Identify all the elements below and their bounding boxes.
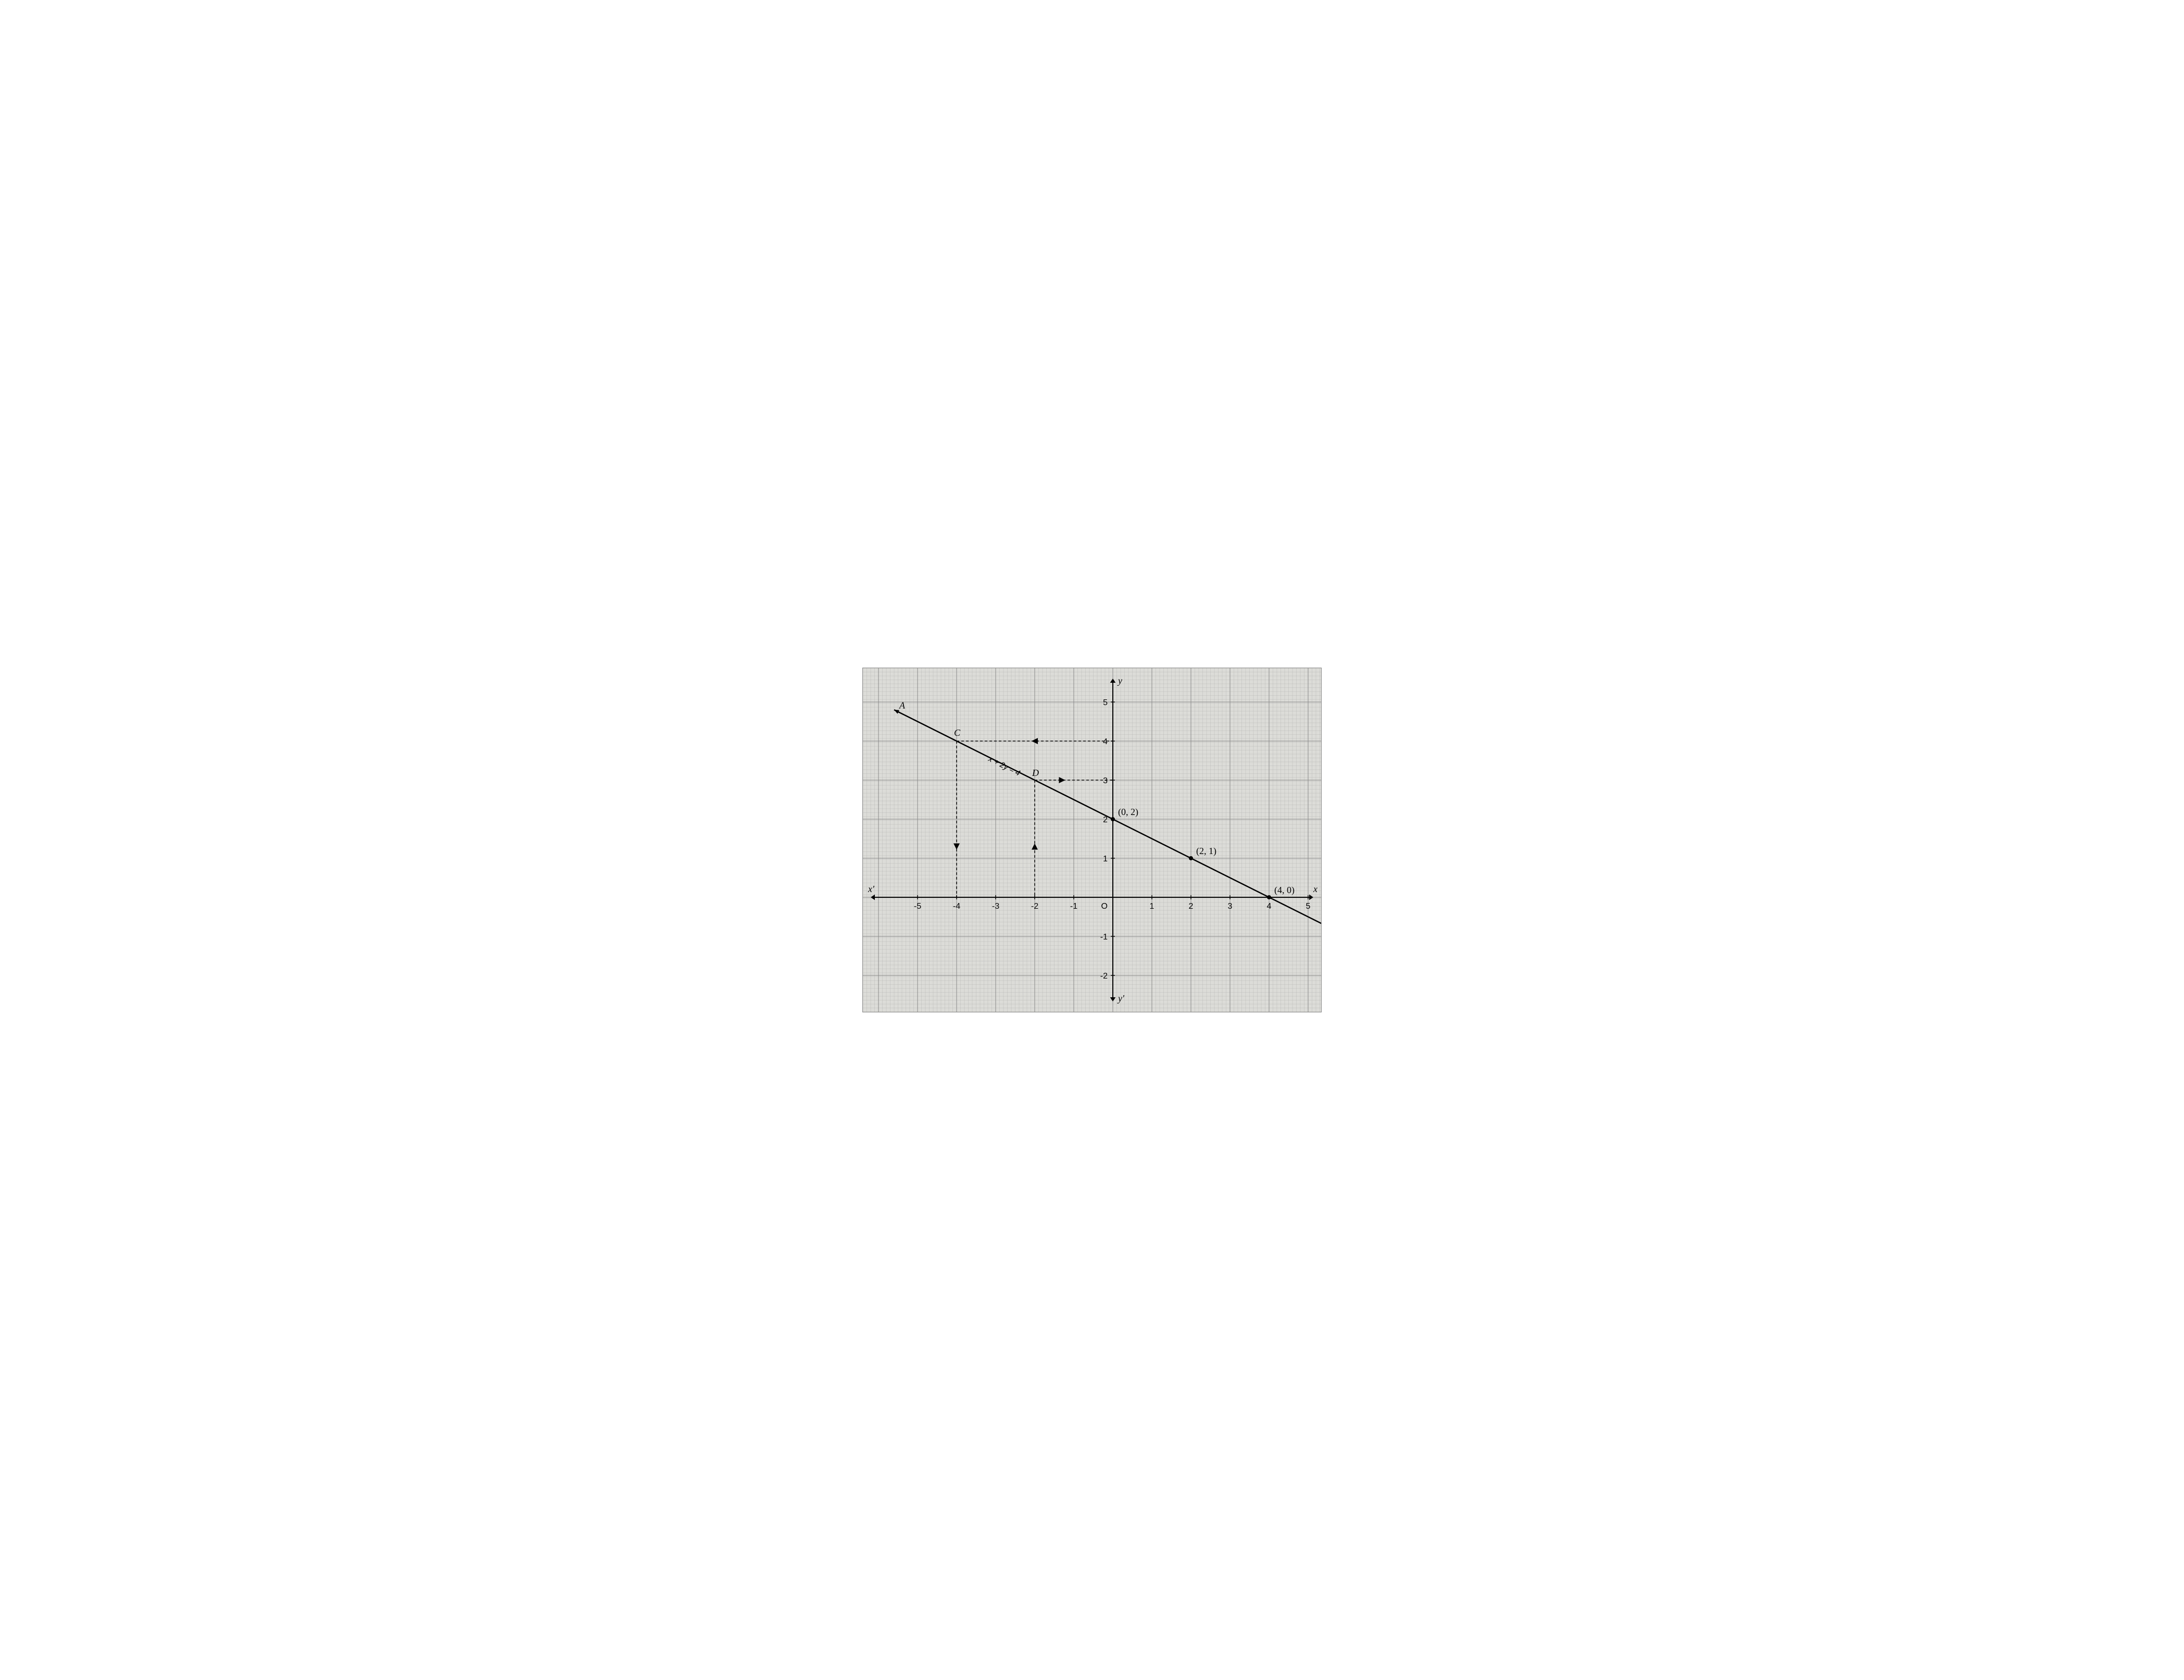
point-label: (4, 0) bbox=[1274, 885, 1295, 896]
y-tick-label: 3 bbox=[1103, 776, 1108, 785]
y-tick-label: 4 bbox=[1103, 737, 1108, 746]
y-tick-label: 5 bbox=[1103, 698, 1108, 707]
y-axis-label: y bbox=[1117, 675, 1122, 686]
x-tick-label: -2 bbox=[1031, 902, 1038, 911]
y-tick-label: -2 bbox=[1100, 972, 1108, 981]
x-tick-label: 1 bbox=[1150, 902, 1154, 911]
x-tick-label: -4 bbox=[953, 902, 960, 911]
graph-container: -5-4-3-2-112345-2-112345Oxx'yy'(0, 2)(2,… bbox=[862, 668, 1322, 1012]
origin-label: O bbox=[1101, 902, 1108, 911]
vertex-label: A bbox=[899, 700, 906, 711]
vertex-label: D bbox=[1032, 768, 1039, 778]
x-tick-label: 3 bbox=[1228, 902, 1233, 911]
y-tick-label: -1 bbox=[1100, 933, 1108, 942]
x-tick-label: -3 bbox=[992, 902, 999, 911]
point-label: (0, 2) bbox=[1118, 807, 1138, 818]
y-tick-label: 1 bbox=[1103, 855, 1108, 863]
vertex-label: C bbox=[954, 728, 961, 738]
data-point bbox=[1267, 895, 1271, 899]
x-tick-label: -1 bbox=[1070, 902, 1077, 911]
data-point bbox=[1189, 856, 1193, 860]
x-axis-label: x bbox=[1313, 884, 1317, 894]
x-tick-label: -5 bbox=[914, 902, 921, 911]
x-tick-label: 2 bbox=[1189, 902, 1194, 911]
x-neg-axis-label: x' bbox=[868, 884, 875, 894]
data-point bbox=[1111, 817, 1115, 821]
y-neg-axis-label: y' bbox=[1117, 993, 1125, 1004]
x-tick-label: 4 bbox=[1267, 902, 1272, 911]
x-tick-label: 5 bbox=[1306, 902, 1311, 911]
coordinate-graph: -5-4-3-2-112345-2-112345Oxx'yy'(0, 2)(2,… bbox=[863, 668, 1321, 1012]
point-label: (2, 1) bbox=[1196, 846, 1216, 857]
